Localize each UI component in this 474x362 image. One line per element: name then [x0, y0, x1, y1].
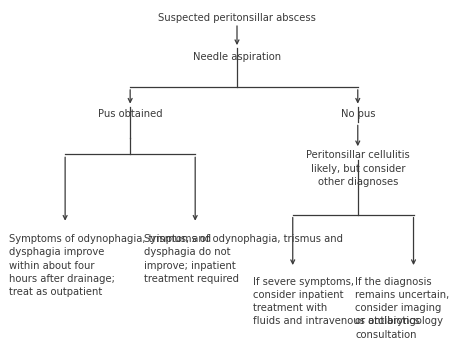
Text: Symptoms of odynophagia, trismus and
dysphagia do not
improve; inpatient
treatme: Symptoms of odynophagia, trismus and dys…: [144, 234, 343, 284]
Text: Pus obtained: Pus obtained: [98, 109, 163, 119]
Text: Peritonsillar cellulitis
likely, but consider
other diagnoses: Peritonsillar cellulitis likely, but con…: [306, 150, 410, 187]
Text: If the diagnosis
remains uncertain,
consider imaging
or otolaryngology
consultat: If the diagnosis remains uncertain, cons…: [356, 277, 450, 340]
Text: Symptoms of odynophagia, trismus, and
dysphagia improve
within about four
hours : Symptoms of odynophagia, trismus, and dy…: [9, 234, 211, 297]
Text: Needle aspiration: Needle aspiration: [193, 52, 281, 62]
Text: If severe symptoms,
consider inpatient
treatment with
fluids and intravenous ant: If severe symptoms, consider inpatient t…: [253, 277, 420, 327]
Text: No pus: No pus: [340, 109, 375, 119]
Text: Suspected peritonsillar abscess: Suspected peritonsillar abscess: [158, 13, 316, 23]
